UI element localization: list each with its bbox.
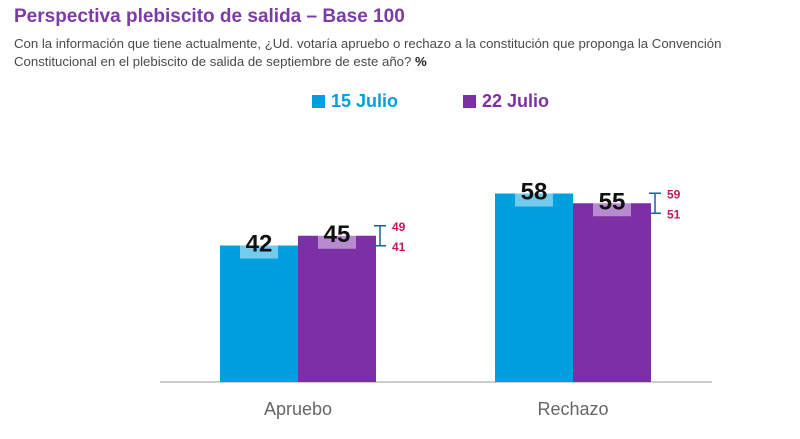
range-label-high-apruebo: 49 xyxy=(392,220,406,234)
legend-label-15-julio: 15 Julio xyxy=(331,91,399,111)
value-label-bg-rechazo-15-julio xyxy=(515,184,553,207)
chart-subtitle: Con la información que tiene actualmente… xyxy=(14,35,794,71)
legend-swatch-15-julio xyxy=(312,95,325,108)
value-label-bg-rechazo-22-julio xyxy=(593,194,631,217)
bar-rechazo-22-julio xyxy=(573,203,651,382)
bar-apruebo-15-julio xyxy=(220,245,298,382)
value-label-apruebo-22-julio: 45 xyxy=(324,221,351,248)
range-label-low-rechazo: 51 xyxy=(667,207,681,221)
value-label-bg-apruebo-22-julio xyxy=(318,226,356,249)
legend-item-22-julio: 22 Julio xyxy=(463,91,549,112)
bar-apruebo-22-julio xyxy=(298,235,376,382)
value-label-bg-apruebo-15-julio xyxy=(240,236,278,259)
value-label-rechazo-22-julio: 55 xyxy=(599,188,626,215)
range-label-low-apruebo: 41 xyxy=(392,240,406,254)
legend-label-22-julio: 22 Julio xyxy=(482,91,550,111)
range-label-high-rechazo: 59 xyxy=(667,187,681,201)
legend-item-15-julio: 15 Julio xyxy=(312,91,398,112)
chart-title: Perspectiva plebiscito de salida – Base … xyxy=(14,6,405,27)
legend: 15 Julio 22 Julio xyxy=(0,91,800,115)
value-label-rechazo-15-julio: 58 xyxy=(521,179,548,206)
category-label-rechazo: Rechazo xyxy=(537,399,608,419)
legend-swatch-22-julio xyxy=(463,95,476,108)
bar-rechazo-15-julio xyxy=(495,193,573,382)
subtitle-text: Con la información que tiene actualmente… xyxy=(14,36,722,69)
category-label-apruebo: Apruebo xyxy=(264,399,332,419)
value-label-apruebo-15-julio: 42 xyxy=(246,231,273,258)
subtitle-unit: % xyxy=(415,54,427,69)
